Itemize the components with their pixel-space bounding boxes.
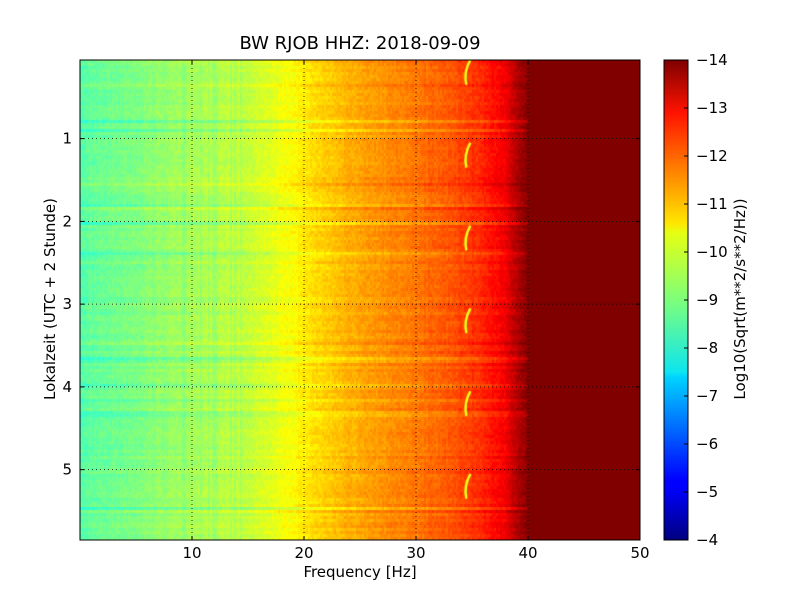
y-tick-label: 1 xyxy=(62,130,72,148)
colorbar-tick-label: −12 xyxy=(696,147,728,165)
spectrogram-plot xyxy=(80,60,640,540)
x-axis-label: Frequency [Hz] xyxy=(303,563,416,581)
x-tick-label: 50 xyxy=(630,544,649,562)
x-axis: 10 20 30 40 50 xyxy=(182,60,650,562)
spectrogram-image xyxy=(80,60,640,540)
colorbar-tick-label: −11 xyxy=(696,195,728,213)
colorbar-tick-label: −9 xyxy=(696,291,718,309)
colorbar-tick-label: −8 xyxy=(696,339,718,357)
colorbar-tick-label: −14 xyxy=(696,51,728,69)
colorbar-tick-label: −4 xyxy=(696,531,718,549)
colorbar-ticks: −4 −5 −6 −7 −8 −9 −10 −11 −12 −13 −14 xyxy=(684,51,728,549)
colorbar-tick-label: −5 xyxy=(696,483,718,501)
colorbar-tick-label: −7 xyxy=(696,387,718,405)
colorbar-tick-label: −10 xyxy=(696,243,728,261)
x-tick-label: 20 xyxy=(294,544,313,562)
y-axis: 1 2 3 4 5 xyxy=(62,130,640,479)
chart-title: BW RJOB HHZ: 2018-09-09 xyxy=(239,33,480,54)
x-tick-label: 10 xyxy=(182,544,201,562)
y-axis-label: Lokalzeit (UTC + 2 Stunde) xyxy=(41,198,59,400)
y-tick-label: 5 xyxy=(62,461,72,479)
x-tick-label: 40 xyxy=(518,544,537,562)
colorbar-tick-label: −13 xyxy=(696,99,728,117)
colorbar-tick-label: −6 xyxy=(696,435,718,453)
plot-frame xyxy=(79,59,641,541)
y-tick-label: 4 xyxy=(62,378,72,396)
y-tick-label: 3 xyxy=(62,295,72,313)
colorbar-label: Log10(Sqrt(m**2/s**2/Hz)) xyxy=(731,198,749,399)
x-tick-label: 30 xyxy=(406,544,425,562)
y-tick-label: 2 xyxy=(62,212,72,230)
